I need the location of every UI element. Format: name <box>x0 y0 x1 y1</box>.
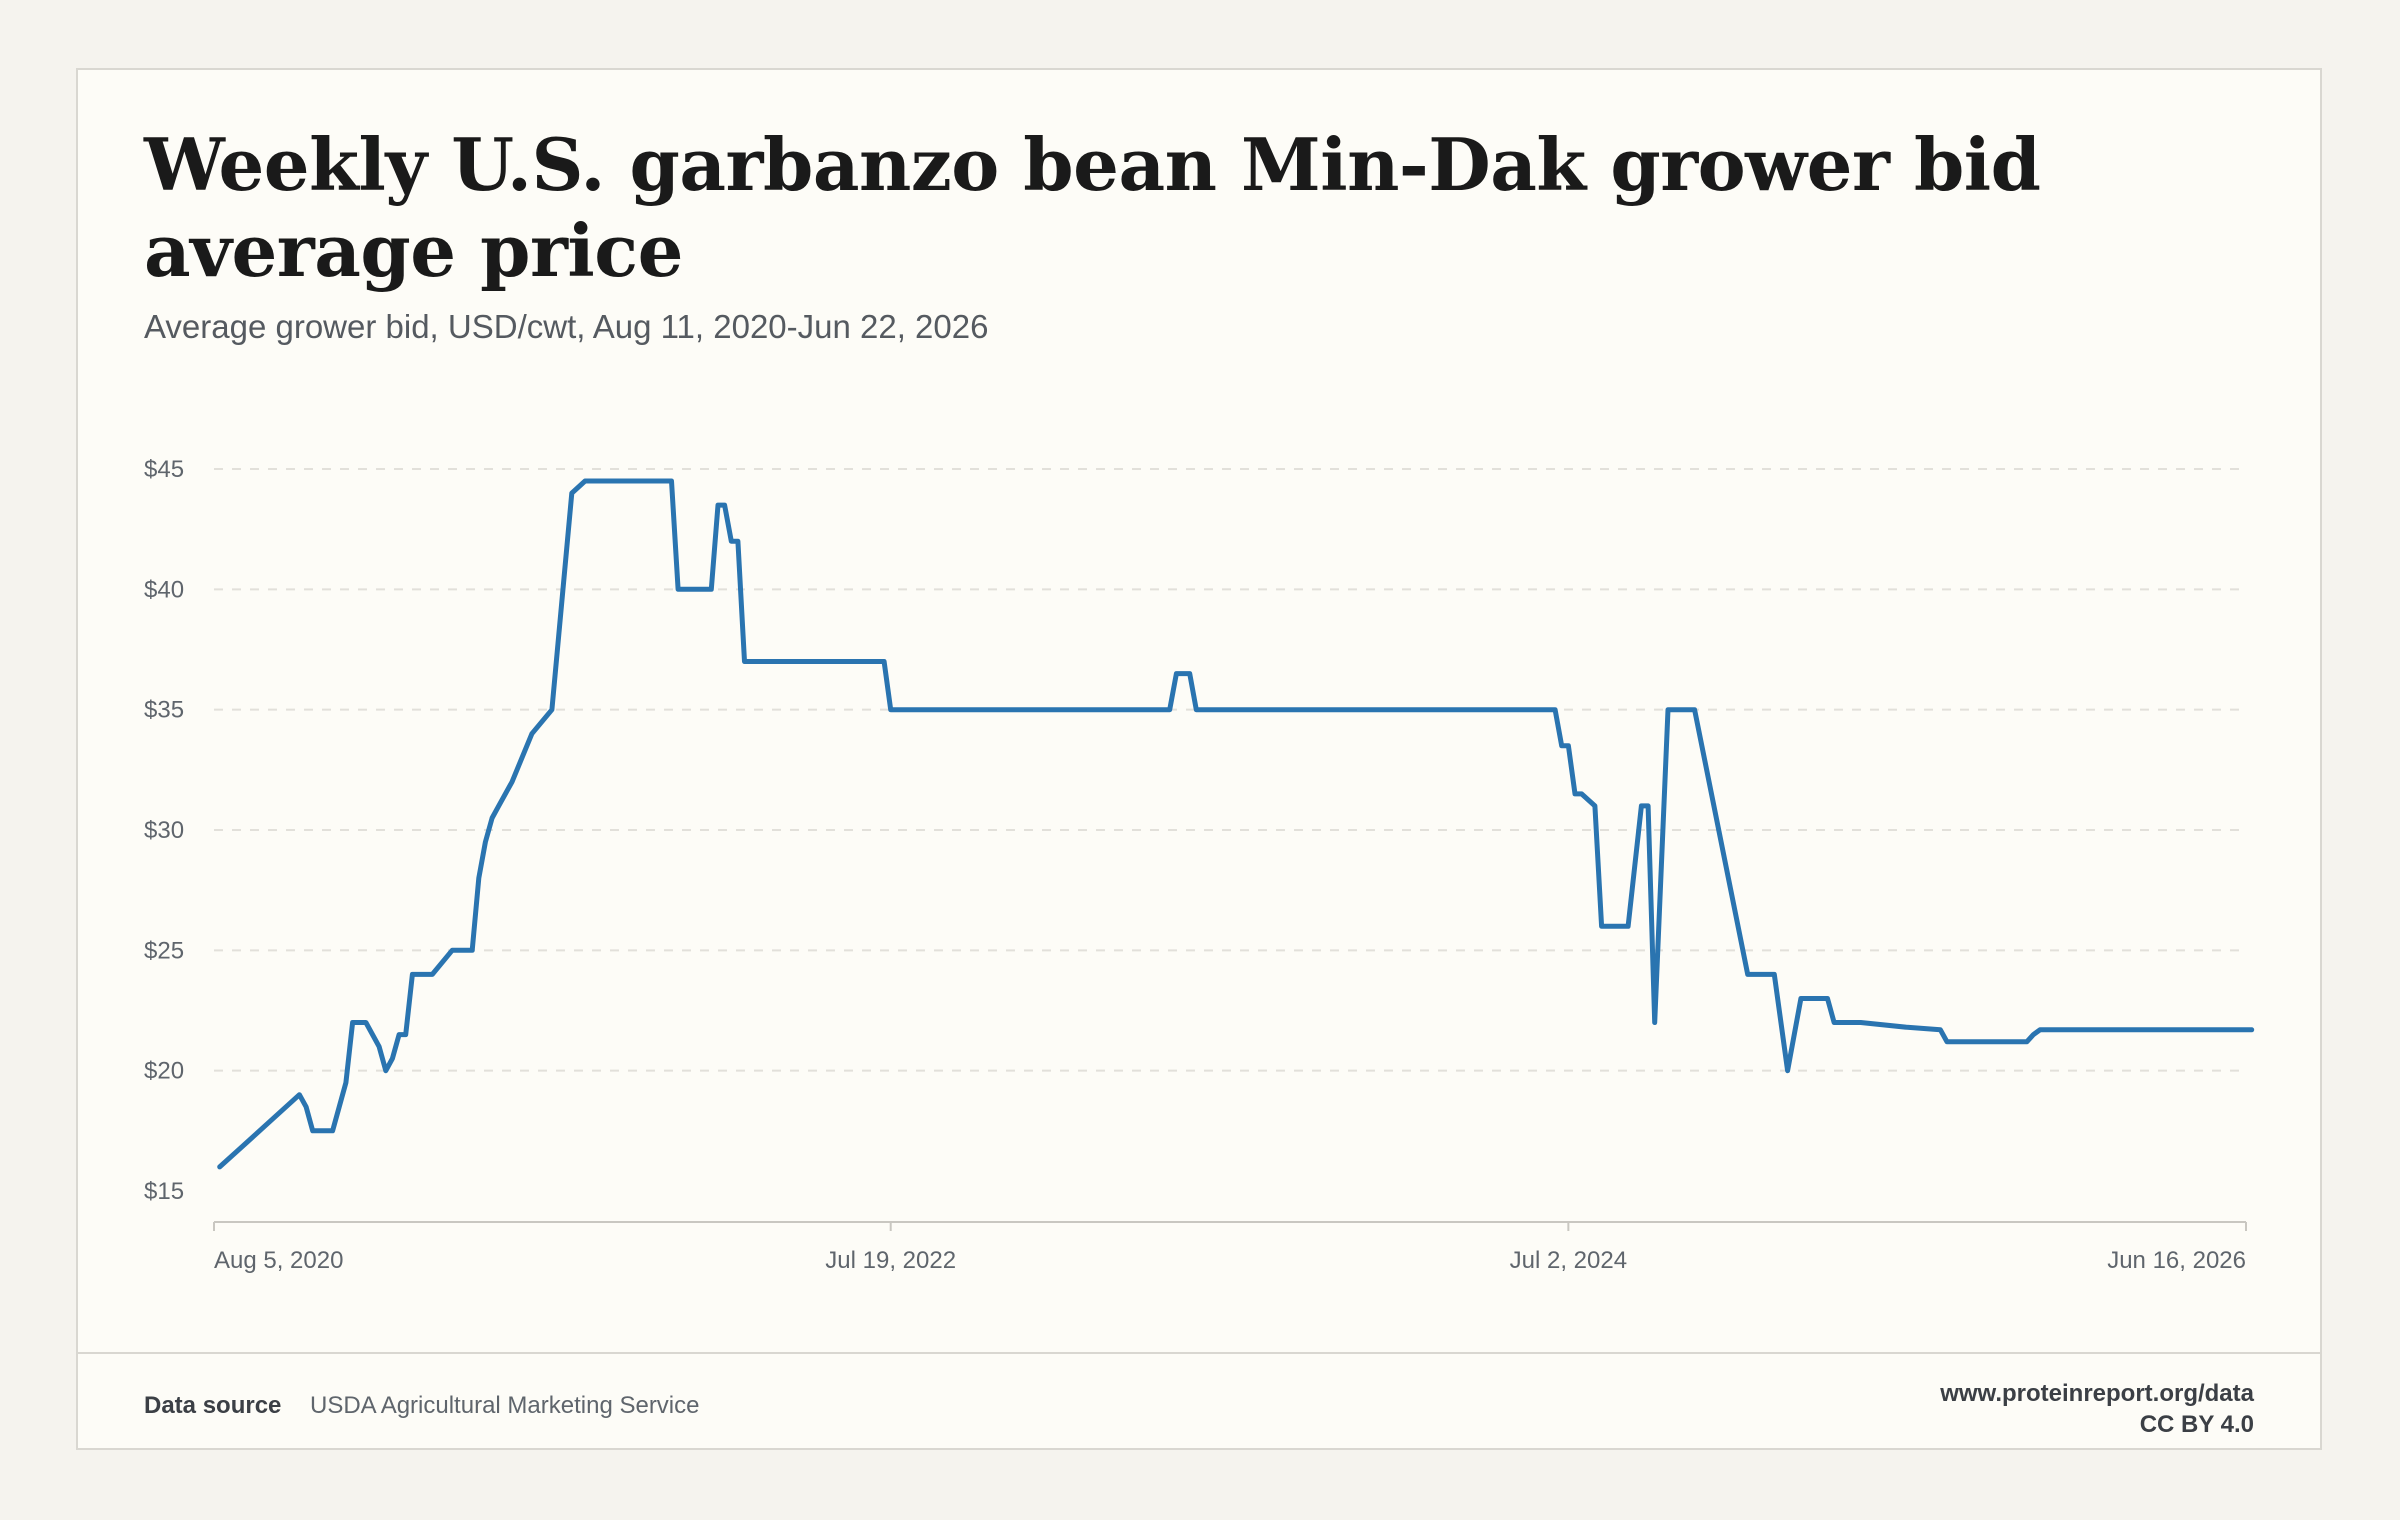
x-tick-label: Aug 5, 2020 <box>214 1247 343 1274</box>
chart-subtitle: Average grower bid, USD/cwt, Aug 11, 202… <box>144 308 989 345</box>
y-tick-label: $30 <box>144 817 184 844</box>
series-group <box>217 478 2255 1170</box>
x-tick-label: Jul 2, 2024 <box>1510 1247 1627 1274</box>
footer: Data source USDA Agricultural Marketing … <box>78 1352 2320 1450</box>
x-tick-label: Jun 16, 2026 <box>2107 1247 2246 1274</box>
y-axis: $15 $20 $25 $30 $35 $40 $45 <box>144 456 184 1205</box>
series-line <box>217 478 2255 1170</box>
source-url-link[interactable]: www.proteinreport.org/data <box>1940 1380 2254 1407</box>
line-chart: $15 $20 $25 $30 $35 $40 $45 Aug 5, 2020 Jul 19,… <box>144 456 2255 1274</box>
y-tick-label: $15 <box>144 1178 184 1205</box>
license-label: CC BY 4.0 <box>2139 1411 2254 1438</box>
y-tick-label: $20 <box>144 1058 184 1085</box>
data-source-value: USDA Agricultural Marketing Service <box>310 1392 700 1419</box>
y-tick-label: $40 <box>144 576 184 603</box>
y-tick-label: $35 <box>144 697 184 724</box>
x-axis: Aug 5, 2020 Jul 19, 2022 Jul 2, 2024 Jun 16… <box>213 1221 2247 1274</box>
chart-card: Weekly U.S. garbanzo bean Min-Dak grower… <box>76 68 2322 1450</box>
y-tick-label: $25 <box>144 937 184 964</box>
data-source-label: Data source <box>144 1392 282 1419</box>
x-tick-label: Jul 19, 2022 <box>825 1247 956 1274</box>
chart-title: Weekly U.S. garbanzo bean Min-Dak grower… <box>144 122 2041 293</box>
credit: www.proteinreport.org/data CC BY 4.0 <box>1940 1378 2254 1440</box>
y-tick-label: $45 <box>144 456 184 483</box>
